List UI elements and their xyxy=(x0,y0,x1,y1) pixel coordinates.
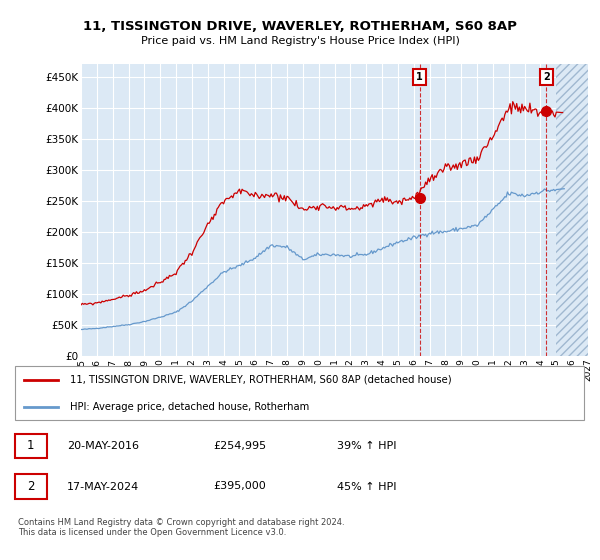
Text: 11, TISSINGTON DRIVE, WAVERLEY, ROTHERHAM, S60 8AP: 11, TISSINGTON DRIVE, WAVERLEY, ROTHERHA… xyxy=(83,20,517,32)
Text: 1: 1 xyxy=(26,440,34,452)
Text: 11, TISSINGTON DRIVE, WAVERLEY, ROTHERHAM, S60 8AP (detached house): 11, TISSINGTON DRIVE, WAVERLEY, ROTHERHA… xyxy=(70,375,451,385)
Text: 39% ↑ HPI: 39% ↑ HPI xyxy=(337,441,397,451)
Text: 17-MAY-2024: 17-MAY-2024 xyxy=(67,482,139,492)
FancyBboxPatch shape xyxy=(15,433,47,458)
Text: Contains HM Land Registry data © Crown copyright and database right 2024.
This d: Contains HM Land Registry data © Crown c… xyxy=(18,518,344,538)
Text: HPI: Average price, detached house, Rotherham: HPI: Average price, detached house, Roth… xyxy=(70,402,309,412)
Text: 20-MAY-2016: 20-MAY-2016 xyxy=(67,441,139,451)
FancyBboxPatch shape xyxy=(15,474,47,498)
Text: 1: 1 xyxy=(416,72,423,82)
Text: £254,995: £254,995 xyxy=(214,441,267,451)
Text: £395,000: £395,000 xyxy=(214,482,266,492)
Text: 2: 2 xyxy=(543,72,550,82)
Text: Price paid vs. HM Land Registry's House Price Index (HPI): Price paid vs. HM Land Registry's House … xyxy=(140,36,460,46)
Text: 2: 2 xyxy=(26,480,34,493)
FancyBboxPatch shape xyxy=(15,366,584,421)
Text: 45% ↑ HPI: 45% ↑ HPI xyxy=(337,482,397,492)
